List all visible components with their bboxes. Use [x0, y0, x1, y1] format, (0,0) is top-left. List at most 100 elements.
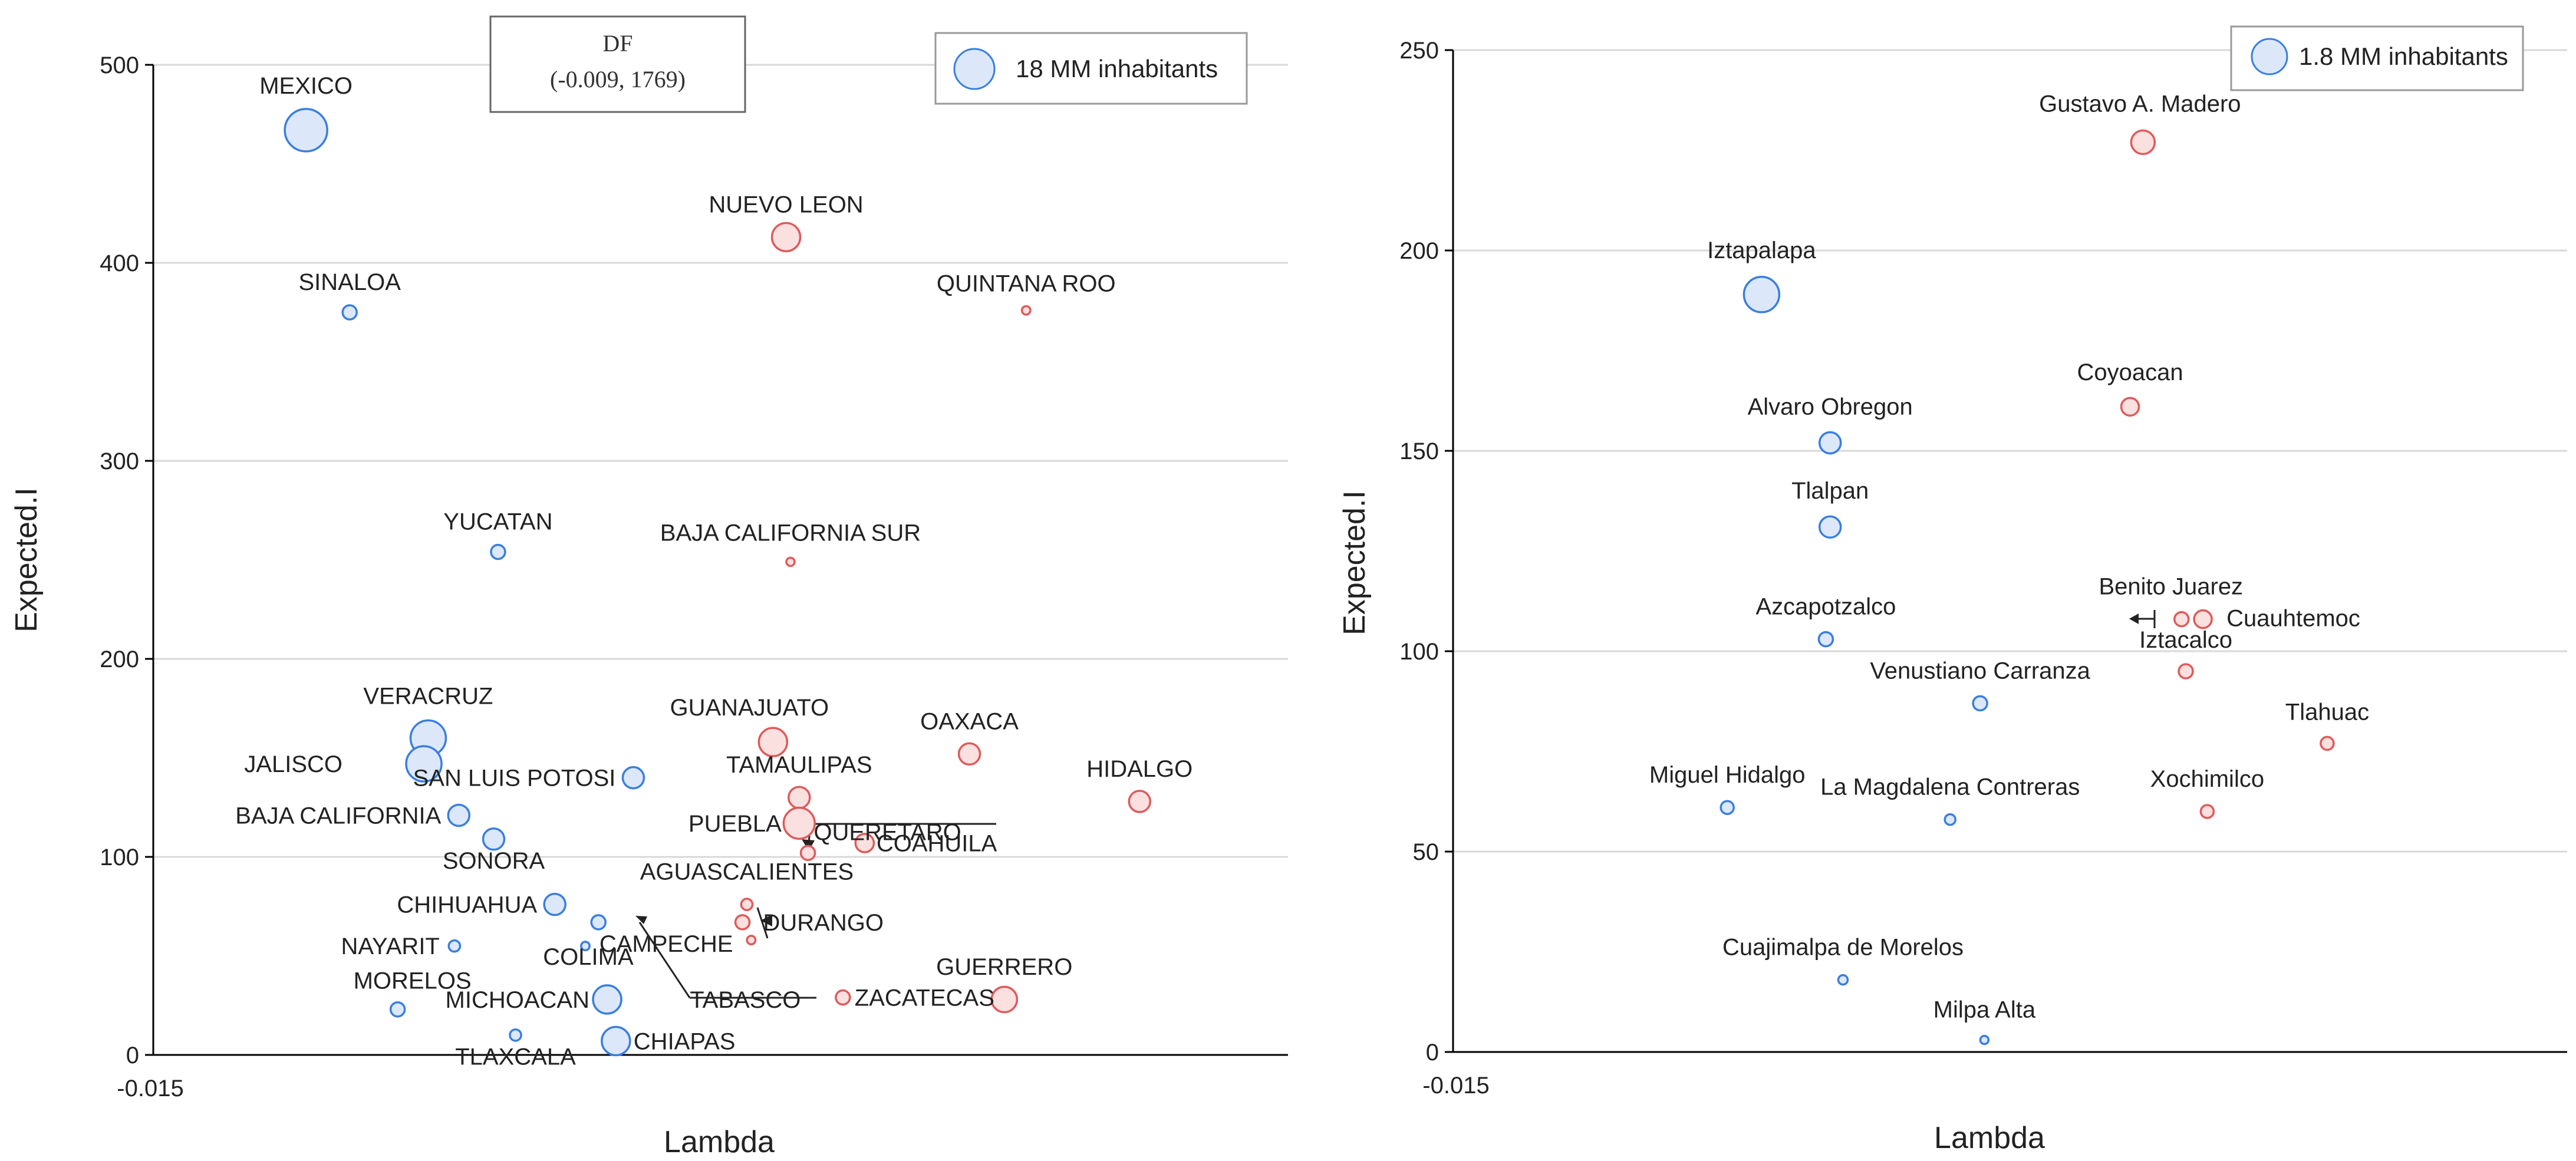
data-point	[2120, 397, 2140, 417]
data-point	[590, 914, 607, 931]
right-legend-marker	[2251, 38, 2288, 75]
right-legend: 1.8 MM inhabitants	[2230, 25, 2524, 91]
data-point	[788, 786, 811, 809]
data-point	[1128, 790, 1152, 813]
data-point	[1817, 631, 1834, 648]
point-label: QUINTANA ROO	[937, 271, 1116, 297]
data-point	[2199, 804, 2215, 819]
point-label: BAJA CALIFORNIA SUR	[660, 520, 921, 546]
data-point	[2320, 735, 2335, 751]
point-label: Venustiano Carranza	[1870, 658, 2090, 684]
data-point	[957, 742, 981, 766]
right-points	[1719, 129, 2335, 1045]
right-legend-label: 1.8 MM inhabitants	[2299, 42, 2508, 70]
left-leader-lines	[638, 823, 996, 999]
point-label: Milpa Alta	[1933, 997, 2036, 1023]
point-label: Xochimilco	[2150, 766, 2264, 792]
data-point	[592, 984, 622, 1015]
data-point	[1943, 813, 1956, 826]
boroughs-chart: 0 50 100 150 200 250 -0.015 Lambda Expected.I…	[1338, 25, 2567, 1155]
point-label: PUEBLA	[689, 811, 782, 837]
point-label: GUERRERO	[936, 954, 1072, 980]
point-label: DURANGO	[763, 910, 884, 936]
y-tick-label: 400	[100, 250, 139, 276]
y-tick-label: 50	[1413, 839, 1439, 865]
data-point	[543, 892, 566, 916]
df-annotation-box: DF (-0.009, 1769)	[489, 15, 746, 113]
data-point	[621, 766, 645, 790]
data-point	[2193, 609, 2213, 629]
point-label: Tlahuac	[2285, 699, 2369, 725]
point-label: SONORA	[443, 848, 545, 874]
data-point	[2178, 663, 2194, 680]
data-point	[770, 222, 802, 253]
point-label: SINALOA	[298, 269, 401, 295]
data-point	[1742, 276, 1781, 314]
point-label: AGUASCALIENTES	[640, 859, 854, 885]
point-label: MORELOS	[354, 968, 472, 994]
left-points	[284, 108, 1152, 1057]
y-tick-label: 150	[1399, 438, 1439, 464]
point-label: TLAXCALA	[455, 1044, 576, 1070]
y-tick-label: 200	[100, 647, 139, 672]
point-label: SAN LUIS POTOSI	[413, 766, 616, 791]
data-point	[1972, 695, 1988, 712]
left-x-axis-title: Lambda	[664, 1125, 775, 1159]
point-label: MEXICO	[259, 73, 353, 99]
y-tick-label: 0	[126, 1043, 139, 1068]
y-tick-label: 250	[1399, 38, 1439, 64]
point-label: YUCATAN	[443, 509, 552, 535]
data-point	[601, 1025, 631, 1057]
data-point	[509, 1028, 522, 1042]
data-point	[1837, 974, 1849, 986]
data-point	[405, 745, 443, 783]
right-point-labels: Gustavo A. Madero Iztapalapa Coyoacan Alvar…	[1649, 91, 2369, 1023]
data-point	[799, 845, 816, 862]
point-label: NUEVO LEON	[709, 192, 863, 217]
data-point	[1818, 515, 1842, 539]
point-label: GUANAJUATO	[670, 695, 829, 721]
point-label: Coyoacan	[2077, 359, 2183, 385]
data-point	[1818, 431, 1842, 455]
right-x-axis-title: Lambda	[1934, 1121, 2045, 1155]
point-label: TAMAULIPAS	[726, 752, 872, 778]
data-point	[2173, 611, 2190, 628]
point-label: Benito Juarez	[2099, 574, 2243, 600]
left-legend-marker	[953, 48, 996, 90]
data-point	[854, 833, 875, 853]
states-chart: 0 100 200 300 400 500 -0.015 Lambda Expected.…	[9, 15, 1288, 1159]
point-label: VERACRUZ	[363, 683, 493, 709]
data-point	[490, 543, 506, 560]
data-point	[1020, 305, 1032, 316]
point-label: COAHUILA	[877, 830, 997, 856]
point-label: Gustavo A. Madero	[2039, 91, 2241, 117]
point-label: Alvaro Obregon	[1748, 394, 1913, 420]
data-point	[1719, 800, 1735, 815]
point-label: Azcapotzalco	[1755, 594, 1896, 620]
y-tick-label: 500	[100, 52, 139, 78]
right-leader-line	[2129, 610, 2156, 628]
point-label: CAMPECHE	[599, 931, 733, 957]
y-tick-label: 100	[100, 845, 139, 870]
df-annotation-value: (-0.009, 1769)	[550, 66, 686, 93]
point-label: Cuajimalpa de Morelos	[1722, 935, 1964, 961]
point-label: BAJA CALIFORNIA	[235, 803, 441, 829]
left-x-tick-label: -0.015	[117, 1076, 183, 1101]
data-point	[389, 1001, 406, 1018]
data-point	[580, 941, 591, 952]
data-point	[284, 108, 328, 153]
df-annotation-title: DF	[602, 30, 633, 57]
data-point	[990, 985, 1019, 1014]
point-label: CHIHUAHUA	[397, 892, 537, 918]
y-tick-label: 300	[100, 448, 139, 474]
point-label: Miguel Hidalgo	[1649, 762, 1806, 788]
data-point	[782, 806, 816, 840]
left-y-tick-labels: 0 100 200 300 400 500	[100, 52, 153, 1068]
right-y-tick-labels: 0 50 100 150 200 250	[1399, 38, 1453, 1066]
data-point	[482, 827, 506, 851]
point-label: Cuauhtemoc	[2226, 606, 2360, 632]
y-tick-label: 0	[1426, 1040, 1439, 1066]
point-label: OAXACA	[920, 708, 1019, 734]
right-x-tick-label: -0.015	[1422, 1073, 1489, 1099]
